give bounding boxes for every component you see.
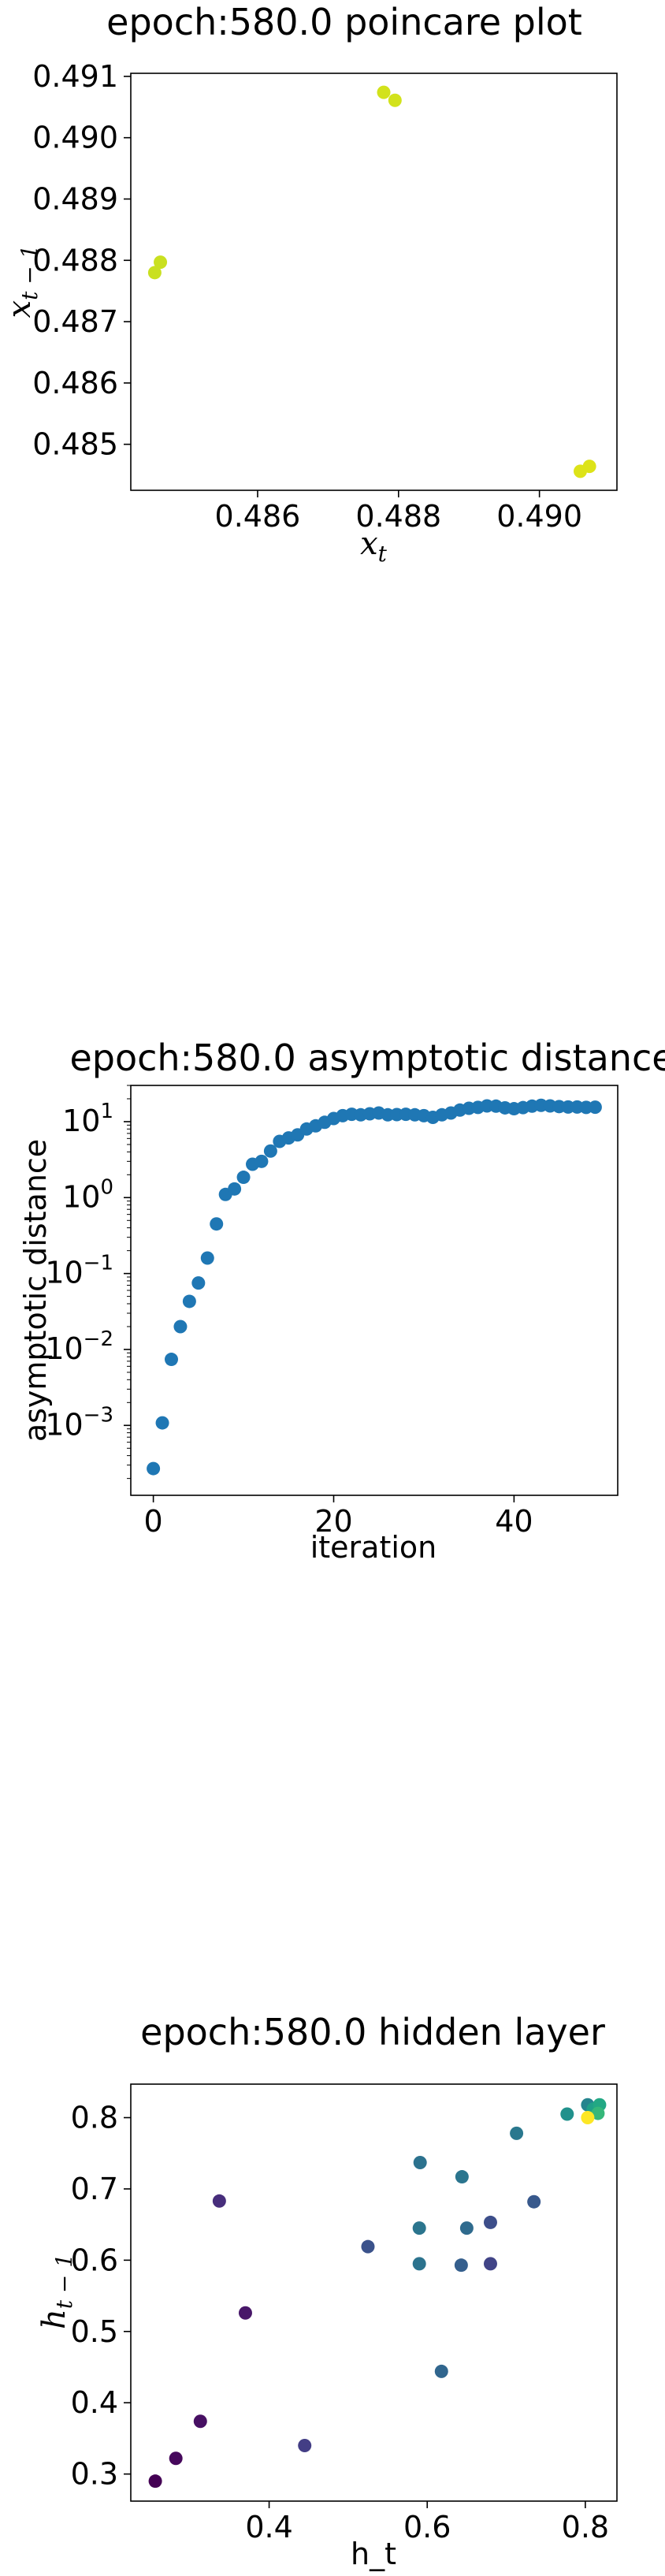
data-point [254, 1154, 269, 1168]
data-point [155, 1416, 169, 1430]
data-point [210, 1217, 224, 1231]
x-tick-label: 0.486 [215, 499, 301, 534]
poincare-y-axis-label: xt − 1 [2, 245, 43, 318]
data-point [483, 2257, 497, 2271]
hidden-layer-title: epoch:580.0 hidden layer [140, 2011, 605, 2053]
data-point [581, 2111, 595, 2125]
y-tick-label: 10−2 [45, 1327, 113, 1366]
data-point [228, 1182, 242, 1196]
poincare-points [147, 85, 596, 478]
x-tick-label: 0.6 [403, 2510, 451, 2544]
poincare-x-ticks: 0.486 0.488 0.490 [215, 490, 582, 534]
y-tick-label: 10−1 [45, 1252, 113, 1290]
data-point [191, 1276, 206, 1290]
data-point [147, 266, 162, 280]
x-tick-label: 0.488 [355, 499, 441, 534]
poincare-x-axis-label: xt [360, 526, 388, 567]
hidden-layer-x-ticks: 0.4 0.6 0.8 [245, 2501, 609, 2544]
asymptotic-y-ticks: 10−3 10−2 10−1 100 101 [45, 1085, 131, 1480]
data-point [212, 2194, 226, 2208]
data-point [263, 1144, 277, 1158]
data-point [455, 2170, 469, 2184]
data-point [147, 1461, 161, 1476]
hidden-layer-points [148, 2098, 607, 2489]
y-tick-label: 0.486 [32, 366, 118, 400]
data-point [182, 1294, 196, 1308]
data-point [412, 2221, 426, 2235]
hidden-layer-x-axis-label: h_t [351, 2537, 396, 2571]
y-tick-label: 10−3 [45, 1403, 113, 1442]
y-tick-label: 0.485 [32, 427, 118, 462]
poincare-plot-frame [130, 73, 618, 491]
asymptotic-plot-frame [130, 1085, 619, 1496]
data-point [459, 2221, 474, 2235]
asymptotic-x-axis-label: iteration [310, 1530, 437, 1565]
data-point [298, 2438, 312, 2452]
data-point [412, 2257, 426, 2271]
data-point [527, 2194, 541, 2209]
asymptotic-x-ticks: 0 20 40 [144, 1495, 533, 1539]
x-tick-label: 0.490 [496, 499, 582, 534]
y-tick-label: 100 [62, 1175, 113, 1214]
data-point [173, 1320, 188, 1334]
poincare-y-ticks: 0.485 0.486 0.487 0.488 0.489 0.490 0.491 [32, 59, 131, 462]
x-tick-label: 0 [144, 1504, 163, 1539]
y-tick-label: 0.8 [71, 2101, 118, 2135]
data-point [200, 1251, 214, 1265]
data-point [361, 2239, 375, 2254]
data-point [582, 460, 596, 474]
hidden-layer-plot-frame [130, 2083, 618, 2502]
y-tick-label: 0.491 [32, 59, 118, 94]
y-tick-label: 0.489 [32, 181, 118, 216]
y-tick-label: 0.488 [32, 243, 118, 277]
y-tick-label: 0.7 [71, 2172, 118, 2206]
data-point [169, 2451, 183, 2466]
hidden-layer-plot: epoch:580.0 hidden layer 0.4 0.6 0.8 0.30.… [36, 2011, 618, 2571]
x-tick-label: 0.4 [245, 2510, 292, 2544]
data-point [434, 2364, 448, 2378]
data-point [483, 2215, 497, 2229]
poincare-plot: epoch:580.0 poincare plot 0.486 0.488 0.49… [2, 1, 618, 567]
x-tick-label: 0.8 [562, 2510, 609, 2544]
asymptotic-y-axis-label: asymptotic distance [18, 1139, 53, 1442]
y-tick-label: 0.4 [71, 2385, 118, 2420]
poincare-title: epoch:580.0 poincare plot [106, 1, 582, 43]
y-tick-label: 0.487 [32, 304, 118, 339]
data-point [560, 2107, 574, 2121]
data-point [510, 2126, 524, 2140]
data-point [148, 2474, 162, 2489]
asymptotic-distance-plot: epoch:580.0 asymptotic distance 0 20 40 10… [18, 1037, 665, 1565]
hidden-layer-y-ticks: 0.3 0.4 0.5 0.6 0.7 0.8 [71, 2101, 131, 2492]
data-point [591, 2106, 605, 2120]
x-tick-label: 20 [314, 1504, 352, 1539]
data-point [388, 93, 402, 107]
data-point [588, 1100, 602, 1115]
data-point [238, 2306, 252, 2320]
data-point [377, 85, 391, 99]
hidden-layer-y-axis-label: ht − 1 [36, 2254, 77, 2329]
data-point [413, 2155, 427, 2169]
data-point [154, 255, 168, 270]
x-tick-label: 40 [495, 1504, 533, 1539]
data-point [236, 1171, 251, 1185]
y-tick-label: 0.3 [71, 2457, 118, 2492]
data-point [193, 2414, 207, 2429]
asymptotic-points [147, 1098, 602, 1476]
y-tick-label: 101 [62, 1100, 113, 1138]
asymptotic-title: epoch:580.0 asymptotic distance [69, 1037, 665, 1079]
y-tick-label: 0.490 [32, 121, 118, 155]
y-tick-label: 0.6 [71, 2243, 118, 2277]
y-tick-label: 0.5 [71, 2314, 118, 2349]
data-point [165, 1353, 178, 1367]
data-point [454, 2258, 468, 2273]
